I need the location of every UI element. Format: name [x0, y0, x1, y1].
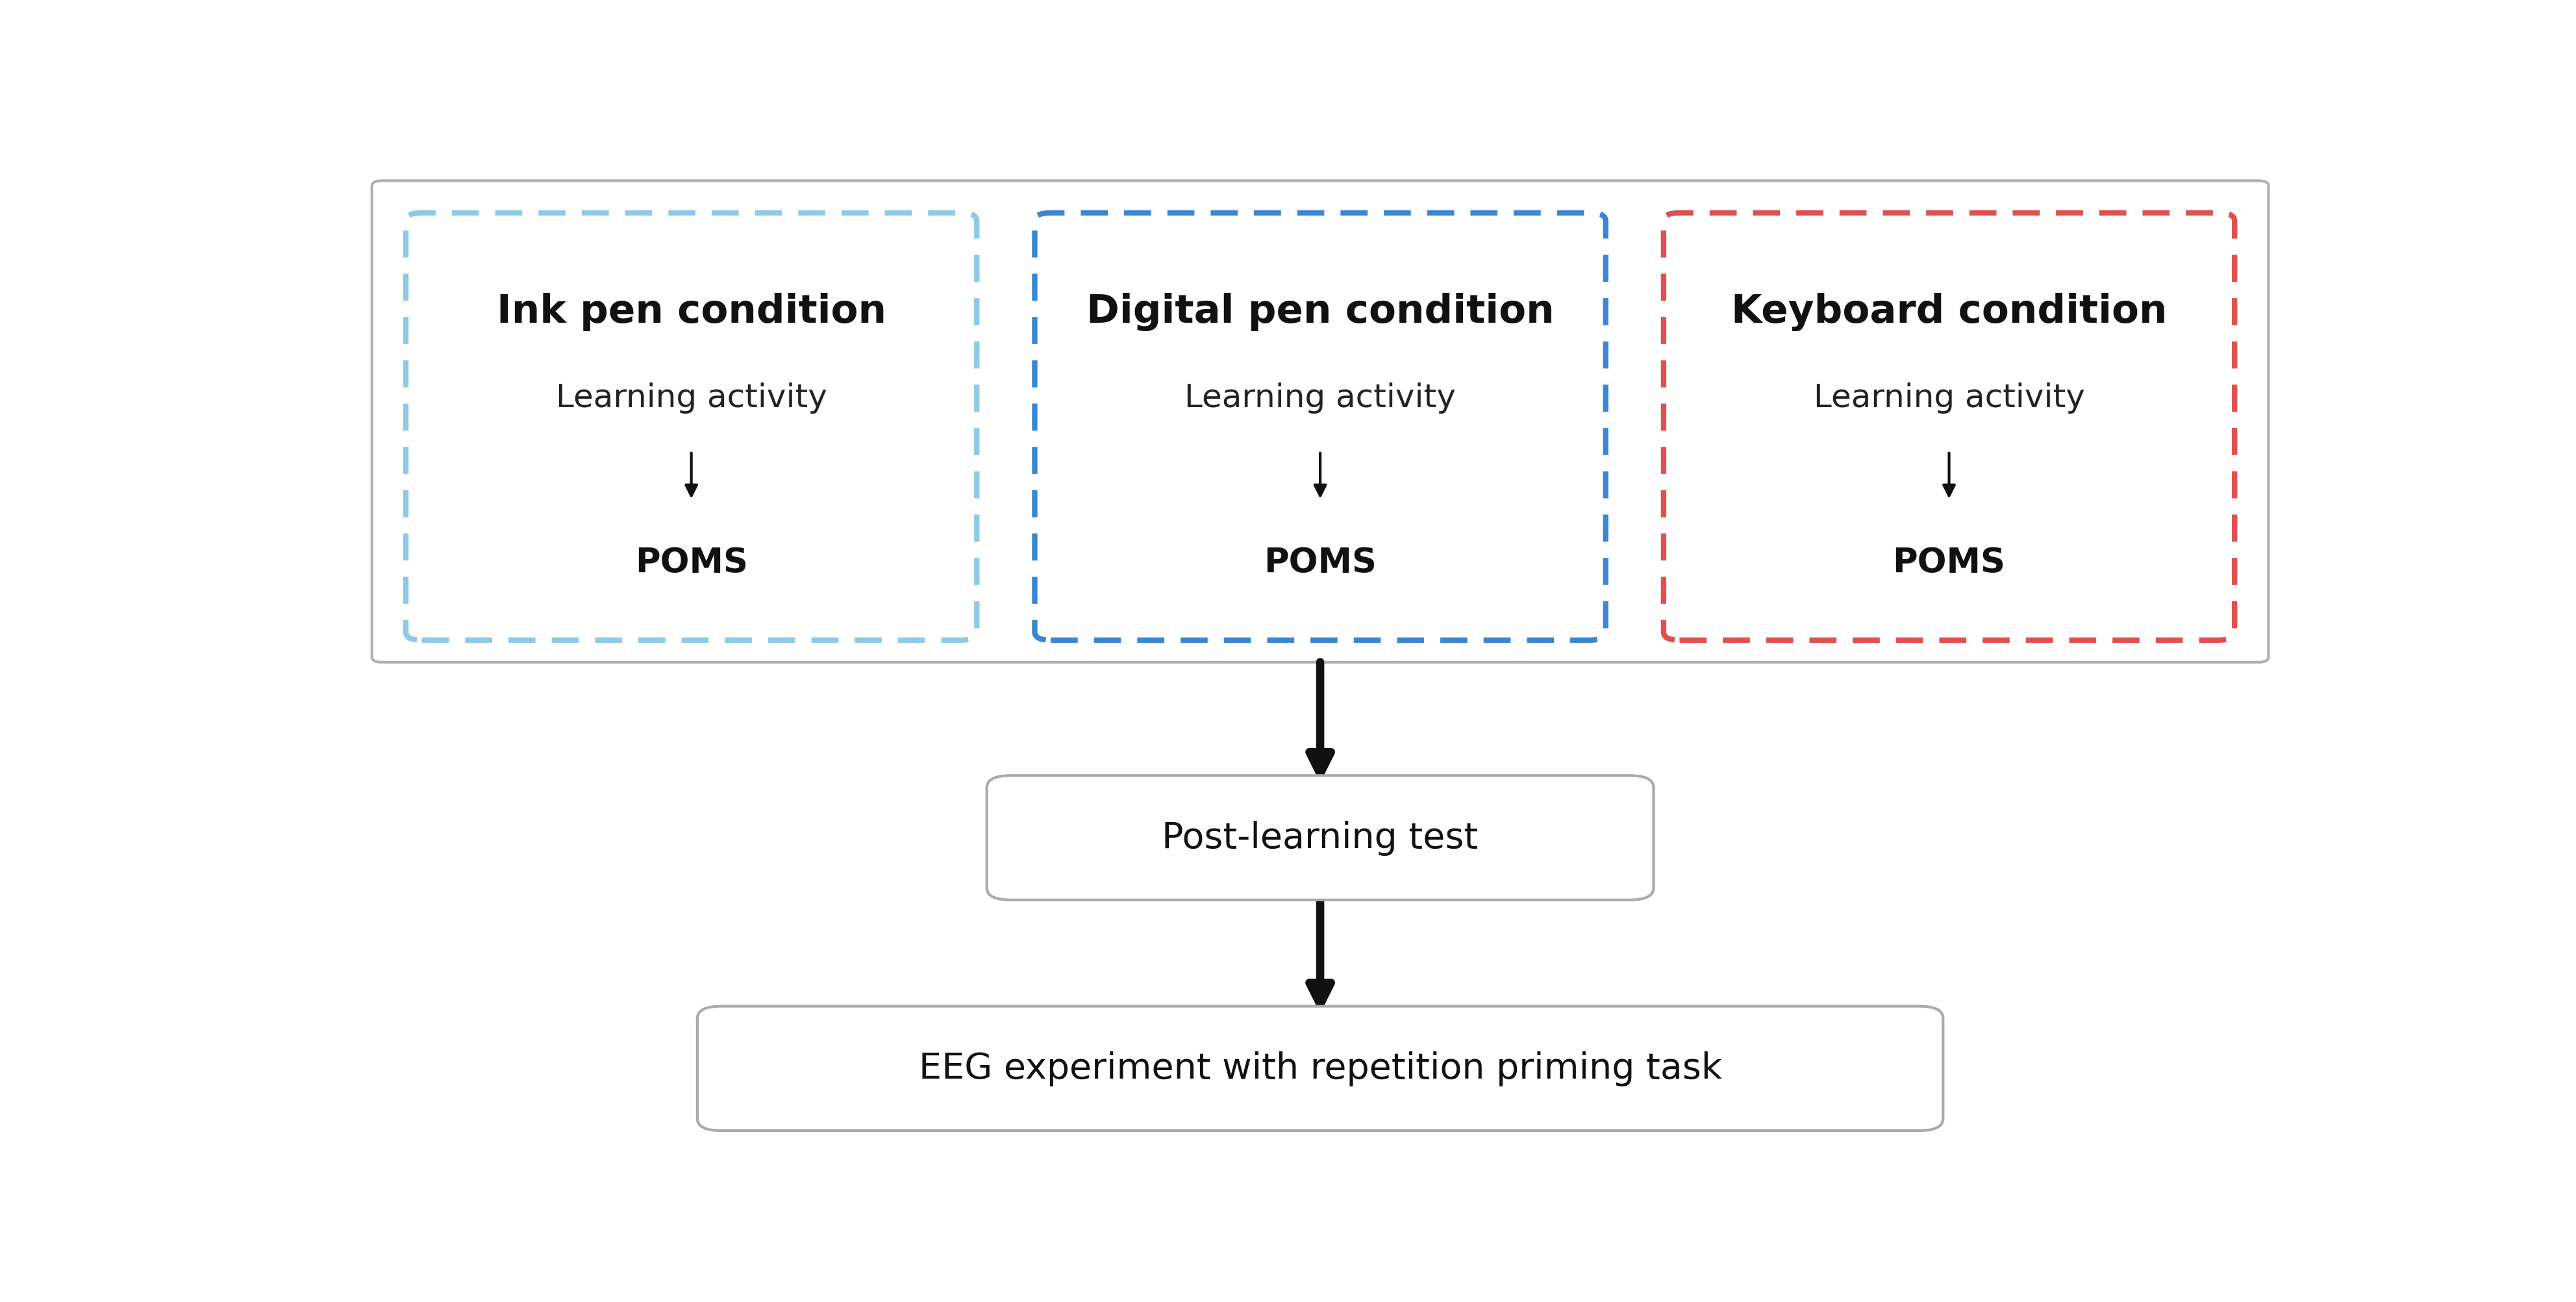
FancyBboxPatch shape: [987, 776, 1654, 900]
Text: Learning activity: Learning activity: [1185, 383, 1455, 414]
Text: Keyboard condition: Keyboard condition: [1731, 293, 2166, 331]
Text: EEG experiment with repetition priming task: EEG experiment with repetition priming t…: [920, 1051, 1721, 1086]
Text: Digital pen condition: Digital pen condition: [1087, 293, 1553, 331]
FancyBboxPatch shape: [1036, 214, 1605, 641]
Text: POMS: POMS: [1893, 546, 2007, 579]
Text: Learning activity: Learning activity: [556, 383, 827, 414]
FancyBboxPatch shape: [698, 1006, 1942, 1130]
Text: Ink pen condition: Ink pen condition: [497, 293, 886, 331]
Text: Post-learning test: Post-learning test: [1162, 820, 1479, 855]
FancyBboxPatch shape: [1664, 214, 2233, 641]
FancyBboxPatch shape: [371, 181, 2269, 663]
Text: POMS: POMS: [634, 546, 747, 579]
Text: POMS: POMS: [1265, 546, 1376, 579]
Text: Learning activity: Learning activity: [1814, 383, 2084, 414]
FancyBboxPatch shape: [407, 214, 976, 641]
